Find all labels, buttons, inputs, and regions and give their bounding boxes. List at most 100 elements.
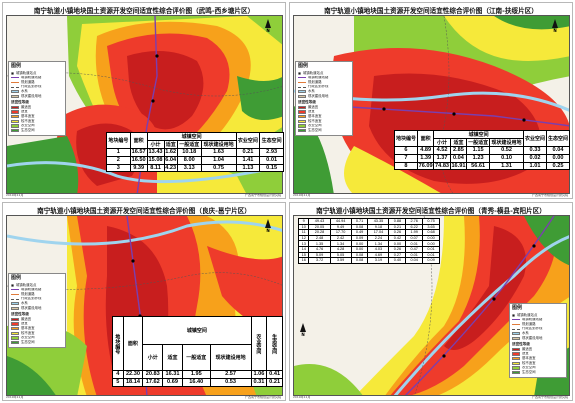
legend-swatch — [298, 71, 301, 75]
legend-item: 最适宜 — [11, 317, 63, 322]
col-area: 面积 — [129, 132, 148, 149]
col-subtotal: 小计 — [433, 138, 451, 147]
col-zone: 地块编号 — [394, 130, 418, 147]
table-row: 2 16.50 15.08 6.04 8.00 1.04 1.41 0.01 — [106, 155, 284, 165]
map-panel-wuming: 南宁轨道小镇地块国土资源开发空间适宜性综合评价图（武鸣-西乡塘片区） 图例 — [2, 2, 286, 199]
map-date: 2019年11月 — [6, 193, 24, 197]
legend-swatch — [11, 340, 19, 345]
legend-swatch — [11, 128, 19, 133]
legend-item: 水系 — [11, 301, 63, 306]
legend-swatch — [298, 94, 306, 98]
legend-item: 农业空间 — [11, 336, 63, 341]
legend-swatch — [298, 77, 306, 79]
legend-item: 适宜 — [512, 352, 564, 357]
legend-swatch — [298, 105, 306, 110]
map-panel-liangqing: 南宁轨道小镇地块国土资源开发空间适宜性综合评价图（良庆-邕宁片区） 图例 城镇轨… — [2, 202, 286, 401]
legend-heading: 图例 — [11, 275, 22, 281]
legend-swatch — [298, 81, 306, 83]
legend-item: 现状建设用地 — [512, 336, 564, 341]
legend-swatch — [11, 119, 19, 123]
legend-item: 现状建设用地 — [11, 94, 63, 99]
table-row: 15 5.09 5.05 0.08 4.69 0.27 0.01 0.01 — [297, 251, 440, 259]
legend-swatch — [298, 114, 306, 119]
legend-item: 较不适宜 — [11, 331, 63, 336]
legend-group-title: 适宜性等级 — [11, 99, 29, 104]
legend-item: 农业空间 — [11, 124, 63, 129]
legend-item: 农业空间 — [512, 366, 564, 371]
legend-item: 城镇轨道线路 — [298, 76, 350, 81]
north-arrow-icon: N — [300, 323, 306, 337]
legend-heading: 图例 — [512, 305, 523, 311]
table-row: 8 76.09 74.83 16.91 56.61 1.31 1.01 0.25 — [394, 161, 571, 171]
map-org: 广西南宁市规划设计研究院 — [244, 193, 281, 197]
map-legend: 图例 城镇轨道站点 城镇轨道线路 规划道路 行政区划界线 水系 现状建设用地 适… — [8, 273, 66, 348]
col-general: 一般适宜 — [176, 140, 202, 149]
legend-item: 规划道路 — [11, 292, 63, 297]
legend-swatch — [512, 352, 520, 356]
legend-item: 较不适宜 — [512, 361, 564, 366]
legend-swatch — [512, 356, 520, 361]
col-urban: 城镇空间 — [142, 316, 252, 345]
north-arrow-icon: N — [265, 219, 271, 233]
legend-swatch — [11, 326, 19, 331]
legend-item: 城镇轨道站点 — [298, 71, 350, 76]
legend-item: 城镇轨道站点 — [11, 283, 63, 288]
map-legend: 图例 城镇轨道站点 城镇轨道线路 规划道路 行政区划界线 水系 现状建设用地 适… — [295, 61, 353, 136]
legend-item: 生态空间 — [11, 128, 63, 133]
legend-group-suitability: 最适宜 适宜 基本适宜 较不适宜 农业空间 生态空间 — [11, 105, 63, 133]
legend-swatch — [11, 114, 19, 119]
legend-swatch — [298, 86, 306, 88]
table-row: 4 22.30 20.83 16.31 1.95 2.57 1.06 0.41 — [112, 370, 283, 379]
legend-swatch — [298, 89, 306, 94]
stats-table: 地块编号 面积 城镇空间 农业空间 生态空间 小计 适宜 一般适宜 现状建设用地… — [394, 130, 571, 171]
legend-item: 最适宜 — [512, 347, 564, 352]
legend-swatch — [11, 306, 19, 310]
north-arrow-icon: N — [552, 19, 558, 33]
stats-table: 地块编号 面积 城镇空间 农业空间 生态空间 小计 适宜 一般适宜 现状建设用地… — [112, 316, 283, 387]
col-general: 一般适宜 — [181, 344, 211, 371]
col-area: 面积 — [416, 130, 435, 147]
legend-item: 农业空间 — [298, 124, 350, 129]
legend-item: 城镇轨道线路 — [11, 288, 63, 293]
legend-heading: 图例 — [298, 63, 309, 69]
map-panel-jiangnan: 南宁轨道小镇地块国土资源开发空间适宜性综合评价图（江南-扶绥片区） 图例 城镇轨… — [289, 2, 573, 199]
legend-item: 规划道路 — [298, 80, 350, 85]
legend-swatch — [11, 289, 19, 291]
legend-swatch — [11, 71, 14, 75]
map-date: 2019年11月 — [293, 193, 311, 197]
legend-item: 生态空间 — [11, 340, 63, 345]
legend-group-title: 适宜性等级 — [512, 341, 530, 346]
legend-item: 基本适宜 — [11, 114, 63, 119]
legend-swatch — [512, 361, 520, 365]
legend-item: 行政区划界线 — [298, 85, 350, 90]
panel-title: 南宁轨道小镇地块国土资源开发空间适宜性综合评价图（青秀-横县-宾阳片区） — [316, 207, 546, 215]
legend-swatch — [11, 301, 19, 306]
table-row: 16 3.72 3.59 0.08 3.19 0.40 0.04 0.09 — [297, 257, 440, 264]
legend-swatch — [512, 328, 520, 330]
legend-swatch — [512, 331, 520, 336]
legend-swatch — [11, 283, 14, 287]
legend-swatch — [512, 366, 520, 370]
legend-swatch — [512, 323, 520, 325]
legend-item: 城镇轨道站点 — [512, 313, 564, 318]
legend-swatch — [11, 89, 19, 94]
legend-swatch — [512, 347, 520, 352]
table-row: 9 49.43 44.94 0.71 43.35 0.88 2.76 0.75 — [297, 218, 440, 225]
legend-group-base: 城镇轨道站点 城镇轨道线路 规划道路 行政区划界线 水系 现状建设用地 — [11, 71, 63, 99]
legend-swatch — [11, 317, 19, 322]
legend-swatch — [512, 370, 520, 375]
legend-swatch — [512, 336, 520, 340]
col-zone: 地块编号 — [106, 132, 131, 149]
legend-swatch — [11, 124, 19, 128]
legend-swatch — [298, 128, 306, 133]
legend-item: 规划道路 — [512, 322, 564, 327]
legend-item: 行政区划界线 — [11, 297, 63, 302]
col-general: 一般适宜 — [466, 138, 491, 147]
legend-swatch — [11, 77, 19, 79]
legend-item: 较不适宜 — [298, 119, 350, 124]
north-arrow-icon: N — [265, 19, 271, 33]
table-row: 1 16.57 13.43 1.62 10.18 1.63 0.21 2.93 — [106, 148, 284, 157]
legend-swatch — [512, 313, 515, 317]
col-eco: 生态空间 — [259, 132, 284, 149]
legend-item: 适宜 — [298, 110, 350, 115]
